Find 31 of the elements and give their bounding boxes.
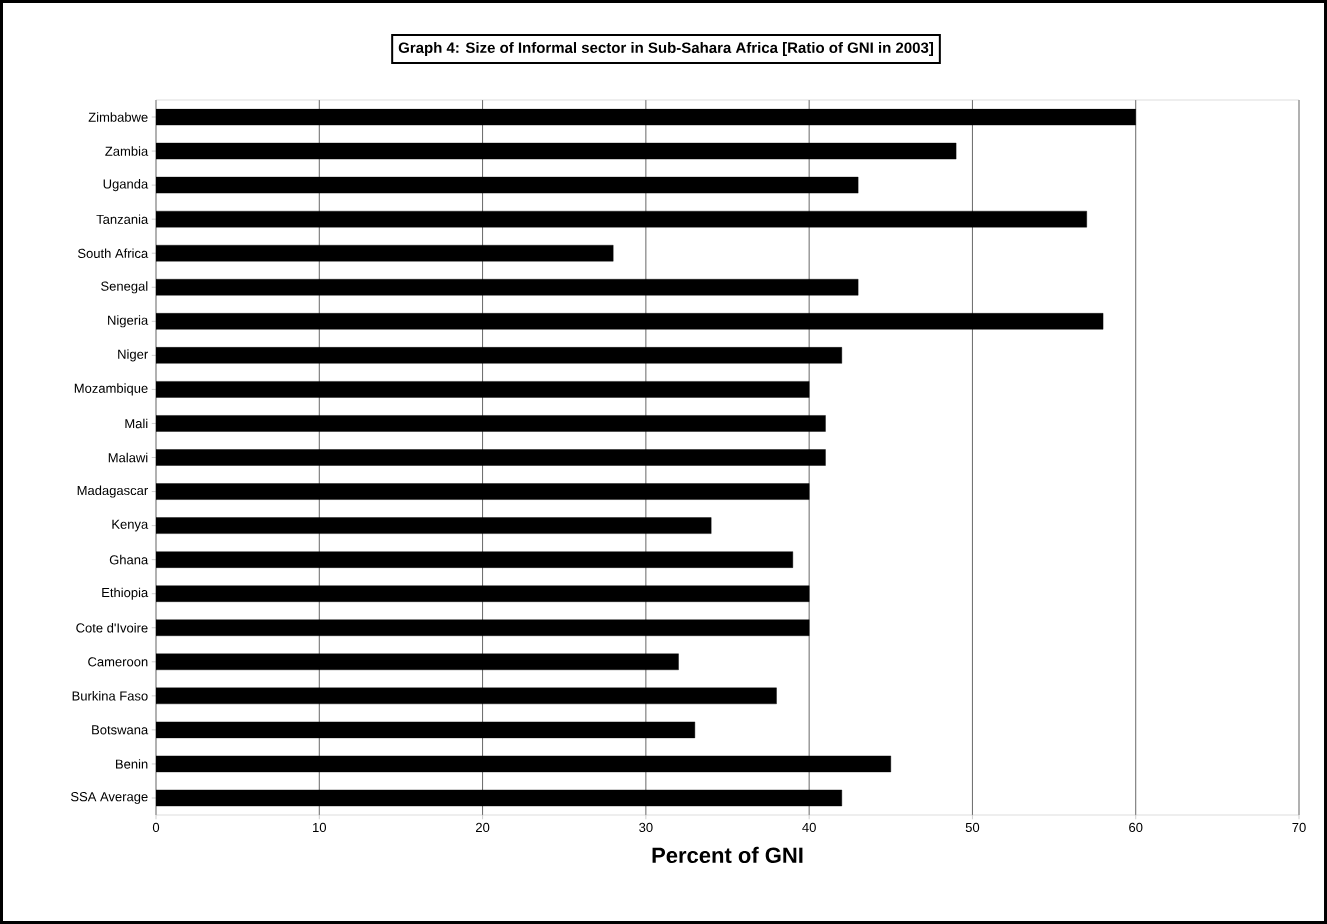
y-tick-label: Uganda — [103, 179, 149, 192]
x-tick-label: 30 — [639, 822, 653, 833]
y-tick-label: Kenya — [112, 519, 149, 532]
x-tick-label: 0 — [152, 822, 160, 833]
y-tick-label: Tanzania — [96, 214, 149, 224]
x-tick-label: 20 — [476, 822, 490, 833]
y-tick-label: Niger — [118, 349, 148, 362]
y-tick-label: Mozambique — [74, 383, 148, 396]
y-tick-label: Zambia — [105, 146, 149, 156]
x-tick-label: 60 — [1129, 822, 1143, 833]
y-tick-label: South Africa — [77, 248, 149, 258]
y-tick-label: Cameroon — [88, 657, 148, 667]
y-tick-label: Madagascar — [77, 485, 148, 498]
y-tick-label: Botswana — [92, 725, 149, 735]
y-tick-label: SSA Average — [70, 792, 148, 804]
x-axis-title: Percent of GNI — [652, 846, 803, 864]
y-tick-label: Senegal — [101, 281, 148, 294]
x-tick-label: 40 — [802, 822, 816, 833]
y-tick-label: Burkina Faso — [72, 691, 148, 701]
y-tick-label: Ghana — [109, 554, 149, 565]
x-tick-label: 50 — [965, 822, 980, 833]
y-tick-label: Zimbabwe — [88, 112, 148, 122]
y-tick-label: Nigeria — [108, 315, 149, 328]
x-tick-label: 10 — [313, 822, 327, 833]
y-tick-label: Mali — [125, 418, 148, 429]
y-tick-label: Malawi — [108, 452, 148, 463]
y-tick-label: Benin — [116, 759, 148, 769]
y-tick-label: Ethiopia — [102, 587, 149, 600]
x-tick-label: 70 — [1292, 822, 1306, 833]
y-tick-label: Cote d'Ivoire — [76, 622, 148, 633]
chart-title: Graph 4: Size of Informal sector in Sub-Sahara Africa [Ratio of GNI in 2003] — [398, 42, 933, 56]
